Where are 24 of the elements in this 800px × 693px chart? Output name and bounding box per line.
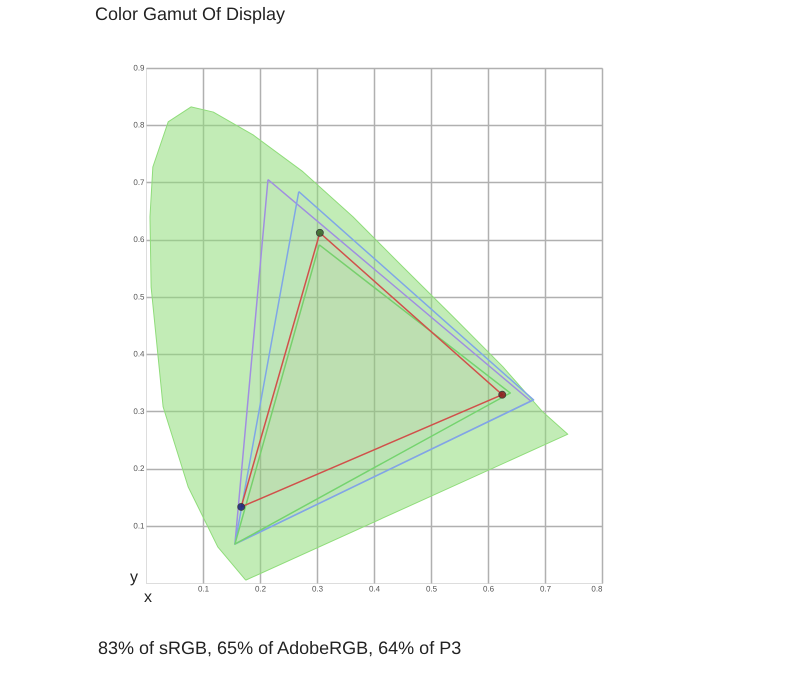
x-tick-label: 0.4 xyxy=(368,584,381,594)
chart-title: Color Gamut Of Display xyxy=(95,4,286,24)
y-tick-label: 0.4 xyxy=(133,350,146,359)
y-tick-label: 0.3 xyxy=(133,406,146,416)
y-tick-label: 0.7 xyxy=(133,178,146,187)
x-tick-label: 0.7 xyxy=(540,584,552,594)
x-axis-title: x xyxy=(144,589,152,606)
text: 83% of sRGB, 65% of AdobeRGB, 64% of P3 xyxy=(98,638,462,658)
point xyxy=(237,502,246,511)
y-tick-label: 0.5 xyxy=(133,292,146,302)
point xyxy=(316,228,324,237)
y-tick-label: 0.2 xyxy=(133,464,146,474)
x-tick-label: 0.5 xyxy=(426,584,438,594)
x-tick-label: 0.1 xyxy=(198,584,210,594)
point xyxy=(498,390,506,399)
x-tick-label: 0.6 xyxy=(482,584,495,594)
y-tick-label: 0.6 xyxy=(133,235,146,244)
y-tick-label: 0.9 xyxy=(133,64,146,72)
x-tick-label: 0.2 xyxy=(254,584,267,594)
x-tick-label: 0.8 xyxy=(591,584,604,594)
y-tick-label: 0.8 xyxy=(133,120,146,130)
y-axis-title: y xyxy=(130,569,138,586)
y-tick-label: 0.1 xyxy=(133,521,146,530)
x-tick-label: 0.3 xyxy=(312,584,324,594)
